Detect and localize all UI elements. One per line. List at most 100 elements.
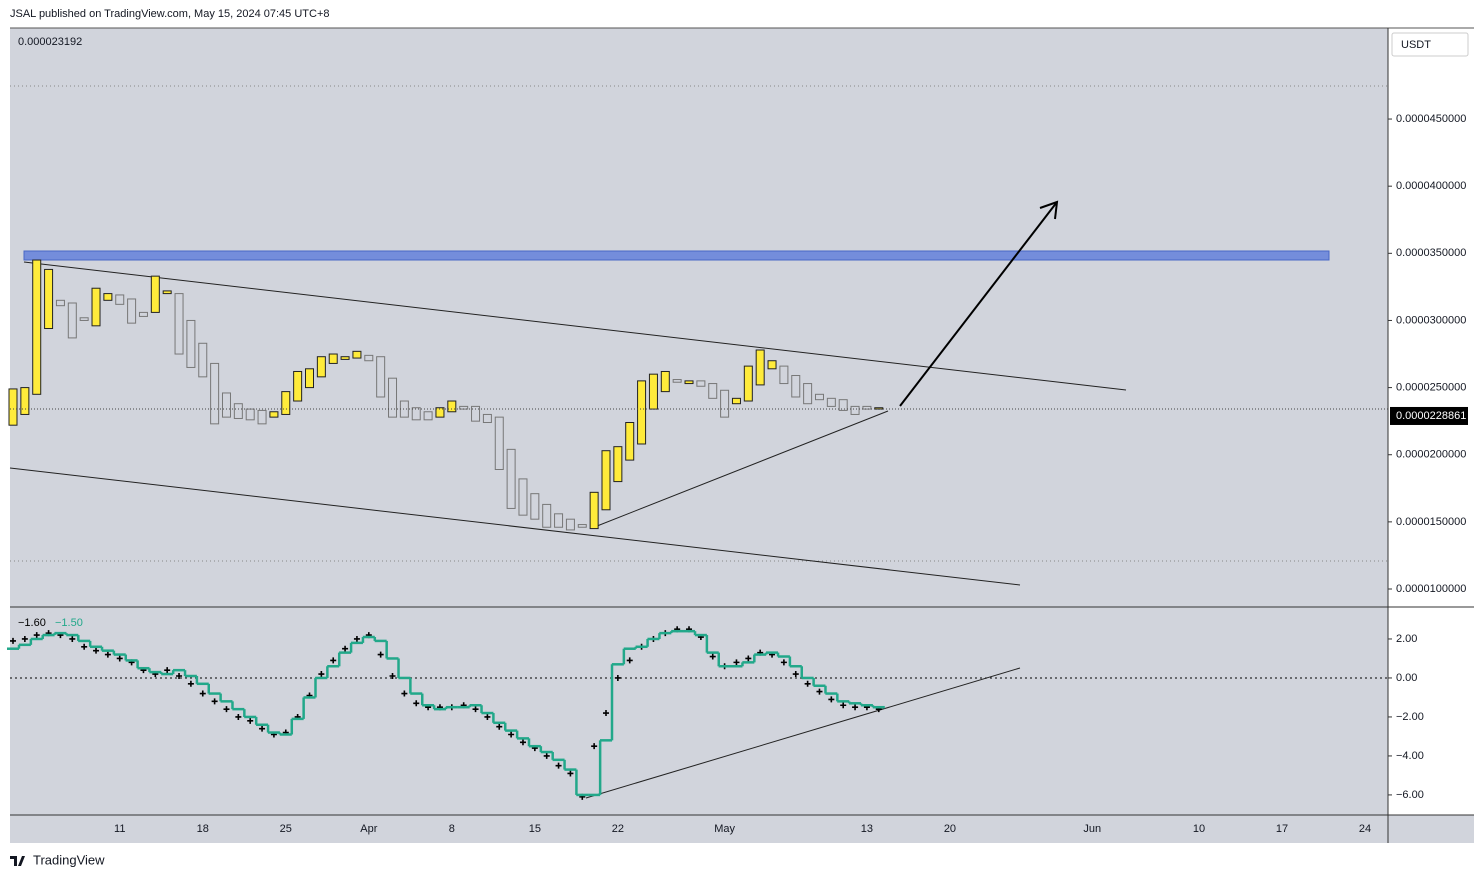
cross-marker	[69, 635, 76, 642]
cross-marker	[852, 704, 859, 711]
currency-button[interactable]	[1391, 32, 1469, 57]
candle-body	[67, 302, 77, 339]
candle-body	[577, 524, 587, 528]
candle-body	[399, 400, 409, 418]
cross-marker	[733, 659, 740, 666]
x-tick-label: 18	[197, 823, 209, 835]
candle-body	[115, 294, 125, 305]
candle-body	[672, 379, 682, 383]
y-tick-label: 0.0000300000	[1396, 314, 1466, 326]
candle-body	[601, 450, 611, 511]
candle-body	[316, 356, 326, 378]
candle-body	[376, 356, 386, 398]
candle-body	[530, 493, 540, 520]
candle-body	[589, 491, 599, 530]
candle-body	[874, 407, 884, 410]
candle-body	[494, 416, 504, 471]
candle-body	[44, 268, 54, 330]
cross-marker	[626, 657, 633, 664]
last-price-box	[1390, 406, 1468, 425]
y-tick-label: 0.0000200000	[1396, 449, 1466, 461]
candle-body	[471, 405, 481, 422]
candle-body	[364, 354, 374, 362]
x-tick-label: 20	[944, 823, 956, 835]
cross-marker	[603, 710, 609, 717]
candle-body	[838, 399, 848, 411]
cross-marker	[116, 655, 123, 662]
x-tick-label: Jun	[1083, 823, 1101, 835]
x-tick-label: 10	[1193, 823, 1205, 835]
candle-body	[198, 342, 208, 378]
cross-marker	[401, 690, 408, 697]
candle-body	[174, 293, 184, 355]
candle-body	[79, 317, 89, 321]
x-tick-label: 25	[280, 823, 292, 835]
candle-body	[352, 350, 362, 359]
candle-body	[755, 349, 765, 386]
candle-body	[542, 503, 552, 528]
candle-body	[91, 287, 101, 327]
candle-body	[150, 275, 160, 313]
x-tick-label: 15	[529, 823, 541, 835]
cross-marker	[247, 717, 254, 724]
candle-body	[625, 422, 635, 461]
candle-body	[233, 403, 243, 419]
cross-marker	[389, 673, 396, 680]
candle-body	[850, 405, 860, 415]
marks: 0.0000100000 0.0000150000 0.0000200000 0.00…	[7, 113, 1468, 835]
cross-marker	[377, 651, 384, 658]
x-tick-label: 8	[449, 823, 455, 835]
candle-body	[305, 368, 314, 389]
candle-body	[791, 375, 801, 398]
cross-marker	[342, 645, 349, 652]
candle-body	[720, 389, 730, 418]
x-tick-label: 22	[612, 823, 624, 835]
y-tick-label: 0.0000100000	[1396, 583, 1466, 595]
ohlc-legend: 0.000023192	[18, 36, 82, 48]
cross-marker	[745, 655, 752, 662]
legend-value: −1.50	[55, 617, 83, 629]
cross-marker	[176, 673, 183, 680]
plot-background	[10, 28, 1388, 815]
candle-body	[826, 397, 836, 407]
cross-marker	[804, 680, 811, 687]
brand: TradingView	[33, 852, 105, 867]
cross-marker	[484, 713, 491, 720]
candle-body	[411, 407, 421, 421]
candle-body	[162, 290, 172, 295]
candle-body	[862, 405, 872, 410]
candle-body	[743, 365, 753, 402]
candle-body	[210, 362, 220, 425]
cross-marker	[519, 739, 526, 746]
candle-body	[55, 299, 65, 307]
candle-body	[340, 356, 350, 360]
cross-marker	[259, 725, 266, 732]
resistance-zone	[23, 250, 1330, 261]
cross-marker	[472, 706, 479, 713]
cross-marker	[567, 770, 574, 777]
candle-body	[8, 388, 18, 426]
candle-body	[506, 448, 516, 509]
candle-body	[103, 293, 113, 301]
candle-body	[731, 397, 741, 405]
cross-marker	[353, 635, 360, 642]
cross-marker	[496, 723, 503, 730]
candle-body	[447, 400, 457, 413]
candle-body	[32, 259, 42, 395]
candle-body	[269, 411, 279, 418]
cross-marker	[614, 674, 621, 681]
candle-body	[637, 380, 647, 445]
candle-body	[328, 353, 338, 364]
x-tick-label: 17	[1276, 823, 1288, 835]
candle-body	[293, 370, 303, 402]
candle-body	[20, 387, 30, 415]
candle-body	[767, 360, 777, 370]
y-tick-label: 0.0000250000	[1396, 381, 1466, 393]
y-tick-label: −2.00	[1396, 711, 1424, 723]
cross-marker	[591, 743, 598, 750]
candle-body	[423, 411, 433, 421]
cross-marker	[187, 680, 194, 687]
candle-body	[696, 380, 706, 387]
candle-body	[245, 408, 255, 421]
candle-body	[648, 373, 658, 410]
